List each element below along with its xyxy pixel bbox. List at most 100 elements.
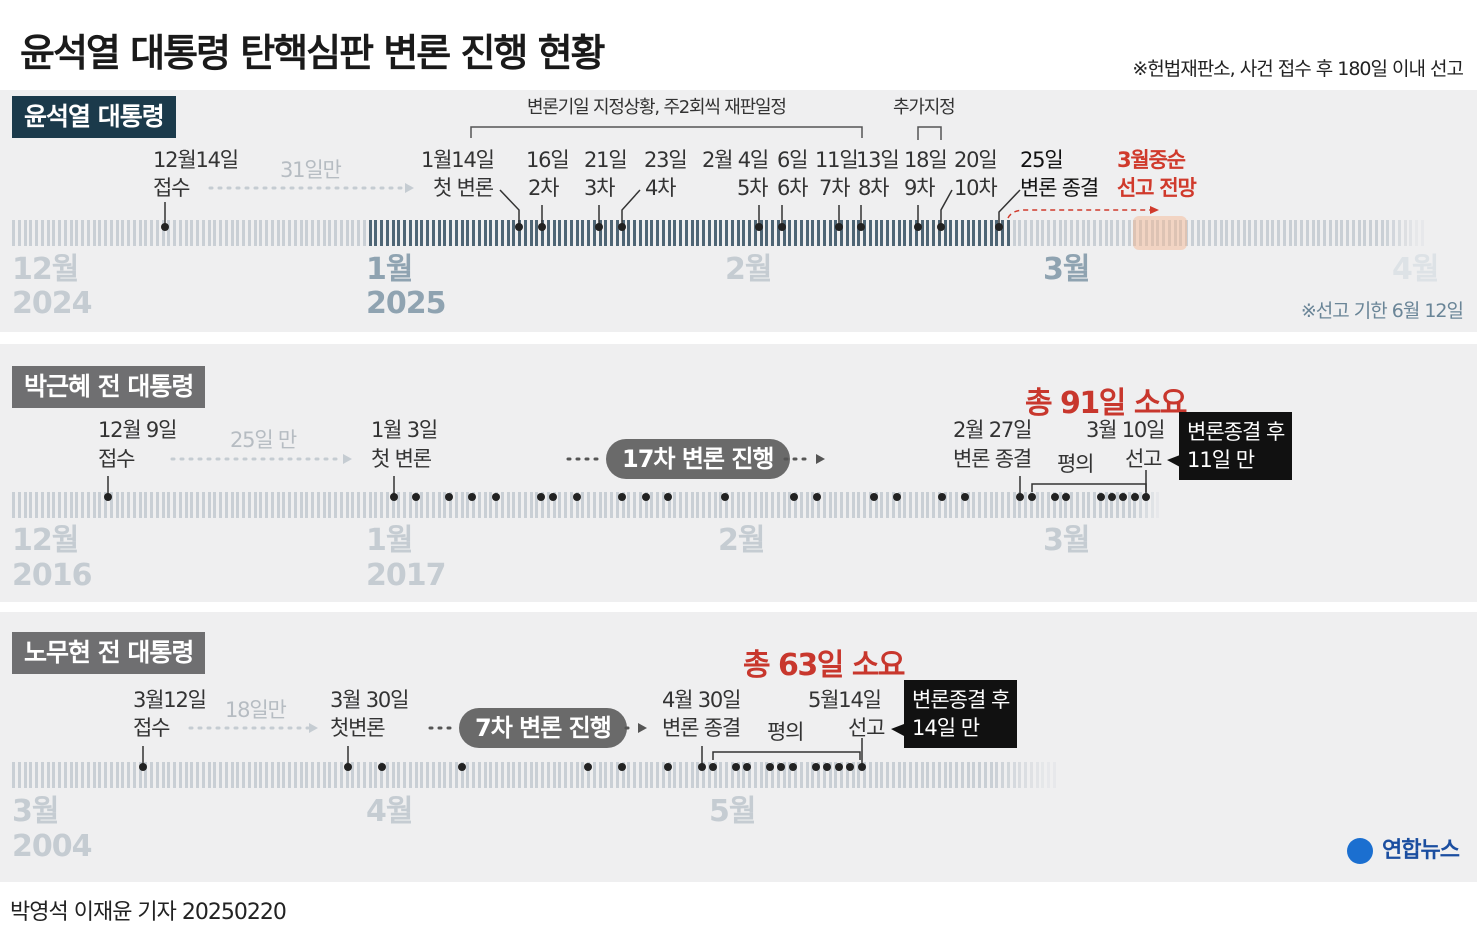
tick-mark bbox=[247, 220, 251, 246]
year-label: 2024 bbox=[12, 286, 92, 321]
tick-mark bbox=[276, 220, 280, 246]
tick-mark bbox=[351, 220, 355, 246]
tick-mark bbox=[167, 492, 171, 518]
tick-mark bbox=[903, 492, 907, 518]
tick-mark bbox=[1294, 220, 1298, 246]
tick-mark bbox=[667, 492, 671, 518]
tick-mark bbox=[725, 492, 728, 518]
tick-mark bbox=[385, 762, 389, 788]
tick-mark bbox=[472, 492, 475, 518]
tick-mark bbox=[1006, 220, 1010, 246]
tick-mark bbox=[334, 492, 337, 518]
month-label: 3월 bbox=[1043, 252, 1090, 287]
tick-mark bbox=[207, 492, 211, 518]
tick-mark bbox=[558, 220, 562, 246]
tick-mark bbox=[98, 762, 102, 788]
tick-mark bbox=[155, 762, 159, 788]
tick-mark bbox=[443, 492, 447, 518]
tick-mark bbox=[109, 762, 113, 788]
tick-mark bbox=[782, 220, 786, 246]
tick-mark bbox=[46, 762, 50, 788]
tick-mark bbox=[690, 762, 694, 788]
tick-mark bbox=[765, 220, 769, 246]
tick-mark bbox=[253, 220, 257, 246]
tick-mark bbox=[851, 762, 855, 788]
tick-mark bbox=[799, 762, 803, 788]
tick-mark bbox=[1190, 220, 1194, 246]
tick-mark bbox=[932, 762, 935, 788]
tick-mark bbox=[35, 220, 38, 246]
tick-mark bbox=[46, 492, 50, 518]
tick-mark bbox=[1156, 492, 1160, 518]
tick-mark bbox=[868, 762, 872, 788]
tick-mark bbox=[730, 220, 734, 246]
tick-mark bbox=[1288, 220, 1292, 246]
tick-mark bbox=[1047, 492, 1050, 518]
event-dot bbox=[835, 223, 843, 231]
tick-mark bbox=[541, 762, 544, 788]
tick-mark bbox=[587, 492, 590, 518]
tick-mark bbox=[1116, 492, 1119, 518]
tick-mark bbox=[219, 220, 222, 246]
tick-mark bbox=[1035, 762, 1039, 788]
tick-mark bbox=[224, 762, 228, 788]
tick-mark bbox=[828, 492, 832, 518]
yoon-event-date: 2월 4일 bbox=[702, 148, 769, 172]
tick-mark bbox=[311, 762, 314, 788]
roh-sessions-pill: 7차 변론 진행 bbox=[459, 708, 627, 748]
tick-mark bbox=[1093, 220, 1096, 246]
tick-mark bbox=[541, 492, 544, 518]
tick-mark bbox=[35, 492, 38, 518]
tick-mark bbox=[615, 492, 619, 518]
tick-mark bbox=[983, 492, 987, 518]
tick-mark bbox=[518, 220, 521, 246]
yoon-forecast-date: 3월중순 bbox=[1117, 148, 1186, 172]
yoon-event-date: 6일 bbox=[777, 148, 808, 172]
tick-mark bbox=[178, 492, 182, 518]
tick-mark bbox=[81, 762, 84, 788]
tick-mark bbox=[1173, 220, 1177, 246]
tick-mark bbox=[1070, 220, 1073, 246]
tick-mark bbox=[132, 492, 136, 518]
tick-mark bbox=[828, 762, 832, 788]
tick-mark bbox=[989, 220, 993, 246]
tick-mark bbox=[17, 492, 21, 518]
tick-mark bbox=[736, 762, 740, 788]
tick-mark bbox=[644, 492, 648, 518]
tick-mark bbox=[920, 762, 924, 788]
yoon-added-label: 추가지정 bbox=[893, 97, 956, 118]
tick-mark bbox=[1035, 492, 1039, 518]
tick-mark bbox=[144, 220, 148, 246]
tick-mark bbox=[1236, 220, 1240, 246]
tick-mark bbox=[115, 492, 119, 518]
tick-mark bbox=[610, 762, 613, 788]
tick-mark bbox=[713, 492, 717, 518]
tick-mark bbox=[552, 220, 556, 246]
tick-mark bbox=[293, 220, 297, 246]
tick-mark bbox=[1242, 220, 1246, 246]
tick-mark bbox=[495, 762, 498, 788]
tick-mark bbox=[397, 492, 401, 518]
tick-mark bbox=[742, 220, 746, 246]
deliberation-bracket bbox=[1031, 483, 1147, 492]
year-label: 2017 bbox=[366, 558, 446, 593]
tick-mark bbox=[58, 220, 61, 246]
roh-first-label: 첫변론 bbox=[330, 716, 386, 740]
yoon-event-label: 2차 bbox=[528, 176, 559, 200]
tick-mark bbox=[874, 762, 878, 788]
tick-mark bbox=[587, 762, 590, 788]
tick-mark bbox=[1058, 220, 1062, 246]
tick-mark bbox=[523, 220, 527, 246]
tick-mark bbox=[989, 492, 993, 518]
tick-mark bbox=[397, 220, 401, 246]
tick-mark bbox=[765, 492, 769, 518]
yoon-added-bracket bbox=[917, 126, 942, 140]
tick-mark bbox=[782, 762, 786, 788]
tick-mark bbox=[1357, 220, 1361, 246]
tick-mark bbox=[978, 762, 981, 788]
tick-mark bbox=[1317, 220, 1321, 246]
tick-mark bbox=[989, 762, 993, 788]
tick-mark bbox=[909, 762, 912, 788]
yoon-forecast-label: 선고 전망 bbox=[1117, 176, 1197, 200]
